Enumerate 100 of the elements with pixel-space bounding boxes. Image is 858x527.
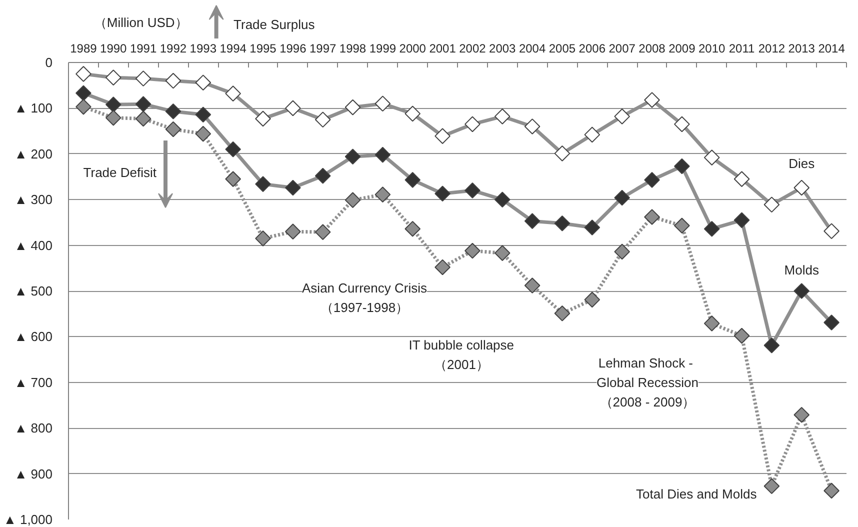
point xyxy=(374,186,391,202)
point xyxy=(644,92,660,108)
series-label: Total Dies and Molds xyxy=(636,486,758,502)
point xyxy=(794,180,810,196)
y-tick-label: ▲ 400 xyxy=(14,238,53,253)
point xyxy=(105,110,122,126)
point xyxy=(135,96,152,112)
point xyxy=(255,110,271,127)
point xyxy=(704,316,720,332)
point xyxy=(76,98,92,115)
point xyxy=(734,328,750,344)
point xyxy=(824,482,840,499)
x-tick-label: 1997 xyxy=(310,42,337,56)
y-tick-label: ▲ 1,000 xyxy=(3,512,53,527)
annotation: IT bubble collapse （2001） xyxy=(408,337,514,372)
x-tick-label: 1989 xyxy=(70,42,98,56)
point xyxy=(764,478,780,494)
x-tick-label: 2001 xyxy=(429,42,456,56)
point xyxy=(674,116,690,132)
point xyxy=(374,146,391,163)
point xyxy=(225,141,241,158)
annotation: Trade Defisit xyxy=(83,165,157,180)
point xyxy=(734,171,750,187)
point xyxy=(344,99,361,116)
point xyxy=(404,106,421,122)
x-tick-label: 1991 xyxy=(130,42,157,56)
point xyxy=(434,259,450,276)
point xyxy=(195,106,212,123)
point xyxy=(584,126,600,143)
point xyxy=(165,72,182,89)
x-tick-label: 1994 xyxy=(220,42,247,56)
y-tick-label: ▲ 100 xyxy=(14,100,53,116)
x-tick-label: 2000 xyxy=(399,42,426,56)
series-label: Molds xyxy=(784,262,820,278)
y-tick-label: 0 xyxy=(45,55,53,70)
series-label: Dies xyxy=(788,156,816,172)
y-tick-label: ▲ 700 xyxy=(14,374,53,390)
point xyxy=(165,121,182,138)
point xyxy=(255,230,271,246)
x-tick-label: 2003 xyxy=(489,42,516,56)
point xyxy=(285,180,301,196)
point xyxy=(195,74,212,91)
point xyxy=(494,245,510,261)
point xyxy=(674,158,690,174)
point xyxy=(225,86,241,102)
x-tick-label: 1998 xyxy=(339,42,366,56)
x-tick-label: 1999 xyxy=(369,42,396,56)
x-tick-label: 2013 xyxy=(788,42,816,56)
x-tick-label: 1990 xyxy=(100,42,128,56)
point xyxy=(434,186,450,202)
x-tick-label: 2002 xyxy=(459,42,486,56)
point xyxy=(195,126,212,142)
x-tick-label: 2009 xyxy=(668,42,696,56)
point xyxy=(794,406,810,423)
point xyxy=(135,70,152,86)
point xyxy=(764,196,780,213)
point xyxy=(314,224,331,240)
x-tick-label: 1995 xyxy=(250,42,277,56)
point xyxy=(494,108,510,124)
x-tick-label: 2011 xyxy=(728,42,755,56)
x-tick-label: 2005 xyxy=(548,42,576,56)
point xyxy=(165,103,182,120)
point xyxy=(704,220,720,237)
x-tick-label: 2004 xyxy=(518,42,546,56)
point xyxy=(314,112,331,128)
y-tick-label: ▲ 500 xyxy=(14,284,53,298)
point xyxy=(794,283,810,299)
x-tick-label: 2006 xyxy=(578,42,606,56)
point xyxy=(824,223,840,240)
point xyxy=(76,66,92,82)
point xyxy=(76,85,92,102)
point xyxy=(135,110,152,127)
point xyxy=(614,108,630,124)
point xyxy=(344,192,361,208)
point xyxy=(524,213,540,230)
point xyxy=(314,168,331,184)
y-tick-label: ▲ 900 xyxy=(14,466,53,482)
point xyxy=(344,148,361,165)
x-tick-label: 2014 xyxy=(818,42,846,56)
point xyxy=(434,128,450,144)
point xyxy=(614,244,630,260)
point xyxy=(105,96,122,112)
point xyxy=(464,116,480,132)
y-tick-label: ▲ 600 xyxy=(14,329,53,344)
x-tick-label: 1993 xyxy=(190,42,217,56)
x-tick-label: 2010 xyxy=(698,42,726,56)
point xyxy=(704,150,720,166)
y-tick-label: ▲ 300 xyxy=(14,192,53,208)
point xyxy=(644,172,660,188)
point xyxy=(524,118,540,134)
point xyxy=(824,314,840,330)
point xyxy=(584,220,600,236)
point xyxy=(764,337,780,354)
x-tick-label: 2012 xyxy=(758,42,786,56)
point xyxy=(464,182,480,198)
point xyxy=(404,172,421,188)
text: Trade Surplus xyxy=(234,17,316,32)
point xyxy=(734,212,750,228)
y-axis-title: （Million USD） xyxy=(94,15,188,30)
point xyxy=(524,278,540,294)
